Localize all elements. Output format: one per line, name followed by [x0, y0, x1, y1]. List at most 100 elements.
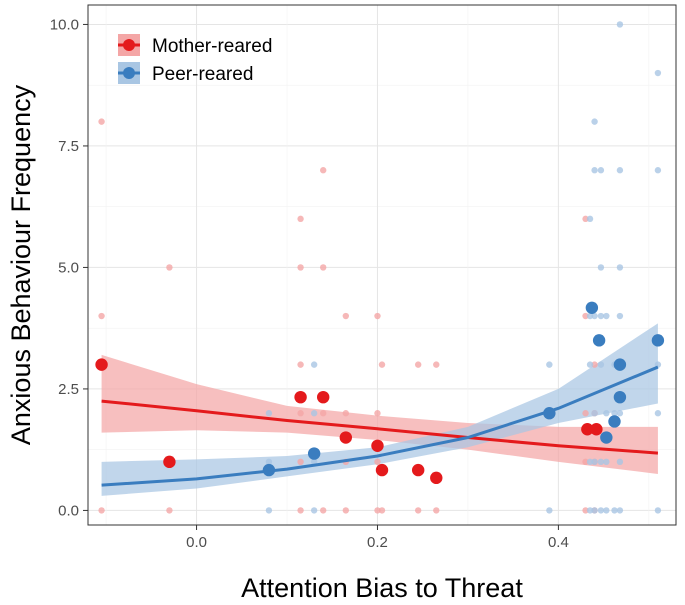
- raw-point-mother-reared: [414, 361, 422, 368]
- raw-point-mother-reared: [297, 264, 304, 271]
- raw-point-peer-reared: [616, 410, 624, 417]
- raw-point-peer-reared: [603, 458, 610, 466]
- raw-point-peer-reared: [310, 458, 318, 466]
- raw-point-mother-reared: [297, 361, 304, 368]
- raw-point-peer-reared: [597, 167, 605, 174]
- raw-point-peer-reared: [616, 167, 624, 174]
- mean-point-peer-reared: [543, 407, 556, 420]
- raw-point-mother-reared: [320, 410, 327, 417]
- mean-point-mother-reared: [294, 390, 307, 404]
- raw-point-peer-reared: [591, 458, 598, 466]
- mean-point-mother-reared: [163, 455, 176, 469]
- raw-point-peer-reared: [265, 458, 273, 466]
- y-axis-title: Anxious Behaviour Frequency: [6, 84, 36, 445]
- raw-point-peer-reared: [654, 507, 662, 514]
- raw-point-mother-reared: [582, 458, 589, 466]
- raw-point-mother-reared: [433, 361, 440, 368]
- raw-point-mother-reared: [582, 215, 589, 223]
- raw-point-mother-reared: [374, 312, 381, 320]
- raw-point-peer-reared: [265, 410, 273, 417]
- raw-point-peer-reared: [616, 507, 624, 514]
- raw-point-peer-reared: [586, 507, 594, 514]
- mean-point-mother-reared: [339, 431, 353, 444]
- raw-point-peer-reared: [265, 507, 273, 514]
- raw-point-mother-reared: [320, 264, 327, 271]
- mean-point-mother-reared: [581, 423, 594, 436]
- raw-point-peer-reared: [586, 458, 594, 466]
- raw-point-peer-reared: [597, 458, 605, 466]
- raw-point-peer-reared: [546, 507, 553, 514]
- raw-point-peer-reared: [597, 264, 605, 271]
- raw-point-mother-reared: [297, 215, 304, 223]
- raw-point-peer-reared: [616, 21, 624, 28]
- raw-point-peer-reared: [654, 69, 662, 77]
- raw-point-mother-reared: [378, 361, 386, 368]
- x-tick-label: 0.4: [548, 534, 569, 551]
- legend-dot-mother-reared: [123, 39, 135, 51]
- y-tick-label: 10.0: [50, 16, 79, 33]
- raw-point-mother-reared: [320, 167, 327, 174]
- raw-point-peer-reared: [597, 361, 605, 368]
- raw-point-mother-reared: [166, 264, 173, 271]
- raw-point-mother-reared: [374, 507, 381, 514]
- fit-line-mother-reared: [101, 399, 659, 455]
- mean-point-peer-reared: [262, 463, 276, 477]
- mean-point-peer-reared: [585, 301, 599, 314]
- raw-point-mother-reared: [582, 507, 589, 514]
- mean-point-peer-reared: [608, 415, 621, 428]
- raw-point-peer-reared: [310, 507, 318, 514]
- raw-point-mother-reared: [98, 118, 105, 125]
- raw-point-mother-reared: [297, 410, 304, 417]
- y-tick-label: 7.5: [58, 138, 79, 155]
- x-tick-label: 0.2: [367, 534, 388, 551]
- mean-point-peer-reared: [613, 358, 627, 371]
- raw-point-mother-reared: [374, 410, 381, 417]
- raw-point-mother-reared: [166, 507, 173, 514]
- legend-label-peer-reared: Peer-reared: [152, 64, 253, 85]
- raw-point-peer-reared: [611, 507, 618, 514]
- raw-point-peer-reared: [597, 507, 605, 514]
- raw-point-peer-reared: [616, 264, 624, 271]
- ci-ribbon-mother-reared: [101, 354, 658, 474]
- raw-point-mother-reared: [582, 410, 589, 417]
- mean-point-peer-reared: [592, 334, 606, 347]
- raw-point-peer-reared: [603, 507, 610, 514]
- raw-point-mother-reared: [378, 507, 386, 514]
- raw-point-mother-reared: [433, 507, 440, 514]
- raw-point-mother-reared: [98, 312, 105, 320]
- y-axis-ticks: 0.0 2.5 5.0 7.5 10.0: [50, 16, 88, 519]
- fit-lines: [101, 365, 659, 487]
- plot-panel-border: [87, 4, 677, 526]
- mean-point-mother-reared: [375, 463, 389, 477]
- mean-point-mother-reared: [317, 390, 330, 404]
- raw-point-mother-reared: [342, 410, 350, 417]
- y-tick-label: 0.0: [58, 502, 79, 519]
- legend-item-peer-reared: Peer-reared: [118, 62, 253, 85]
- raw-point-mother-reared: [582, 312, 589, 320]
- x-tick-label: 0.0: [186, 534, 207, 551]
- mean-point-mother-reared: [95, 358, 108, 371]
- raw-point-peer-reared: [586, 312, 594, 320]
- raw-point-peer-reared: [616, 458, 624, 466]
- raw-point-mother-reared: [342, 507, 350, 514]
- raw-point-peer-reared: [603, 312, 610, 320]
- mean-point-mother-reared: [411, 463, 425, 477]
- mean-point-peer-reared: [307, 447, 321, 460]
- x-axis-ticks: 0.0 0.2 0.4: [186, 525, 569, 551]
- legend: Mother-reared Peer-reared: [118, 34, 272, 85]
- raw-point-mother-reared: [320, 507, 327, 514]
- raw-point-peer-reared: [616, 312, 624, 320]
- raw-point-peer-reared: [654, 410, 662, 417]
- y-tick-label: 2.5: [58, 381, 79, 398]
- raw-point-peer-reared: [611, 410, 618, 417]
- raw-point-peer-reared: [591, 167, 598, 174]
- raw-data-points: [98, 21, 662, 514]
- legend-item-mother-reared: Mother-reared: [118, 34, 272, 57]
- raw-point-peer-reared: [654, 167, 662, 174]
- raw-point-peer-reared: [591, 312, 598, 320]
- mean-point-peer-reared: [613, 390, 627, 404]
- legend-dot-peer-reared: [123, 67, 135, 79]
- raw-point-peer-reared: [603, 410, 610, 417]
- mean-point-mother-reared: [590, 423, 603, 436]
